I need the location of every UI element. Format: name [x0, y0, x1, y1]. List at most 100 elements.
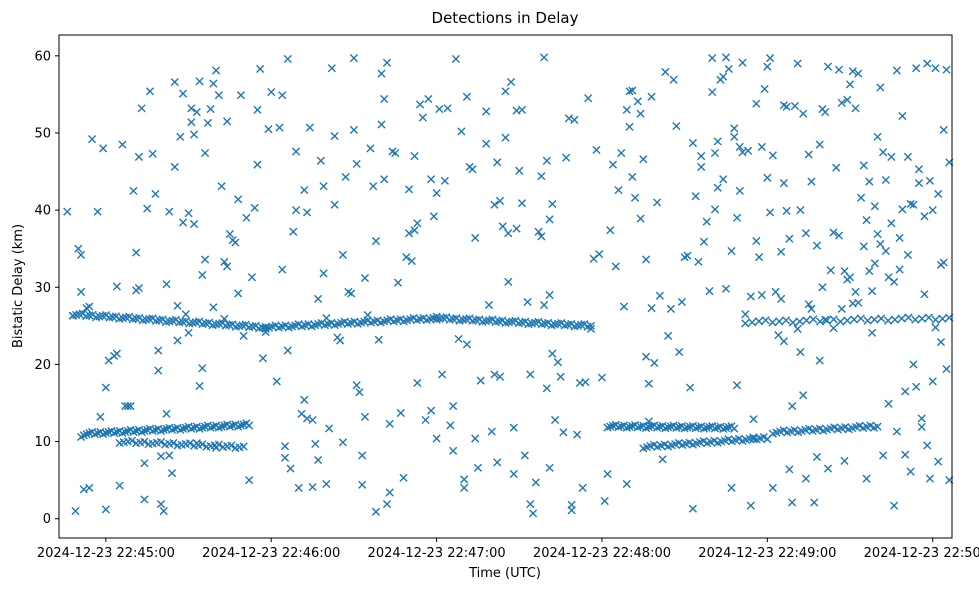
data-point	[537, 232, 546, 241]
data-point	[865, 266, 874, 276]
data-point	[185, 439, 195, 448]
data-point	[71, 506, 80, 516]
data-point	[526, 370, 535, 379]
data-point	[537, 172, 546, 181]
data-point	[283, 54, 292, 64]
data-point	[699, 424, 709, 433]
data-point	[134, 283, 144, 293]
data-point	[140, 495, 149, 504]
y-tick-label: 10	[34, 435, 51, 450]
data-point	[754, 253, 764, 262]
data-point	[391, 148, 400, 158]
data-point	[923, 59, 932, 68]
data-point	[515, 166, 524, 175]
data-point	[308, 415, 317, 425]
data-point	[823, 62, 833, 71]
data-point	[614, 185, 623, 195]
data-point	[735, 142, 744, 151]
data-point	[757, 142, 766, 151]
data-point	[206, 104, 215, 114]
data-point	[460, 475, 469, 484]
data-point	[457, 127, 466, 136]
data-point	[622, 105, 631, 114]
data-point	[619, 302, 629, 311]
data-point	[931, 64, 940, 73]
data-point	[338, 438, 347, 447]
data-point	[396, 408, 405, 418]
data-point	[239, 442, 248, 451]
data-point	[250, 203, 259, 212]
data-point	[429, 212, 438, 221]
y-tick-label: 50	[34, 126, 51, 141]
data-point	[721, 53, 731, 62]
data-point	[890, 501, 899, 510]
data-point	[305, 123, 314, 132]
x-axis-ticks: 2024-12-23 22:45:00 2024-12-23 22:46:00 20…	[37, 538, 979, 561]
data-point	[283, 346, 292, 355]
data-point	[278, 265, 287, 274]
data-point	[757, 290, 766, 300]
data-point	[768, 483, 777, 492]
data-point	[278, 91, 287, 100]
data-point	[779, 179, 788, 188]
data-point	[349, 125, 359, 134]
data-point	[451, 54, 460, 64]
data-point	[176, 132, 185, 141]
data-point	[939, 125, 948, 134]
data-point	[845, 80, 855, 89]
data-point	[443, 104, 452, 113]
data-point	[253, 105, 262, 114]
data-point	[369, 182, 378, 191]
data-markers	[63, 53, 954, 518]
data-point	[796, 206, 805, 215]
data-point	[799, 109, 808, 118]
data-point	[843, 316, 852, 325]
data-point	[76, 287, 86, 296]
x-tick-label: 2024-12-23 22:45:00	[37, 546, 175, 561]
data-point	[99, 144, 108, 153]
data-point	[173, 336, 182, 345]
data-point	[322, 314, 331, 323]
data-point	[873, 422, 882, 431]
data-point	[630, 193, 640, 202]
data-point	[749, 415, 758, 424]
data-point	[688, 504, 698, 513]
data-point	[821, 315, 830, 324]
data-point	[661, 67, 670, 77]
data-point	[63, 207, 72, 216]
data-point	[363, 310, 372, 320]
data-point	[169, 438, 178, 448]
data-point	[327, 64, 336, 73]
data-point	[661, 424, 670, 433]
data-point	[647, 92, 656, 101]
data-point	[253, 160, 262, 169]
data-point	[187, 118, 196, 127]
data-point	[848, 67, 857, 76]
data-point	[917, 314, 927, 323]
data-point	[501, 87, 510, 96]
data-point	[807, 304, 816, 313]
data-point	[517, 105, 527, 114]
data-point	[156, 437, 166, 447]
data-point	[203, 118, 212, 128]
data-point	[313, 455, 323, 465]
data-point	[719, 424, 728, 434]
data-point	[220, 257, 229, 266]
data-point	[573, 430, 582, 439]
data-point	[912, 64, 921, 73]
data-point	[165, 451, 174, 460]
data-point	[779, 337, 788, 346]
data-point	[683, 423, 692, 432]
data-point	[302, 208, 312, 217]
data-point	[854, 298, 863, 307]
data-point	[462, 92, 472, 101]
data-point	[449, 446, 458, 455]
data-point	[636, 109, 645, 118]
data-point	[432, 434, 441, 443]
data-point	[815, 317, 825, 326]
data-point	[380, 175, 389, 184]
data-point	[741, 319, 750, 328]
data-point	[198, 364, 207, 373]
data-point	[123, 401, 132, 411]
data-point	[181, 310, 190, 319]
